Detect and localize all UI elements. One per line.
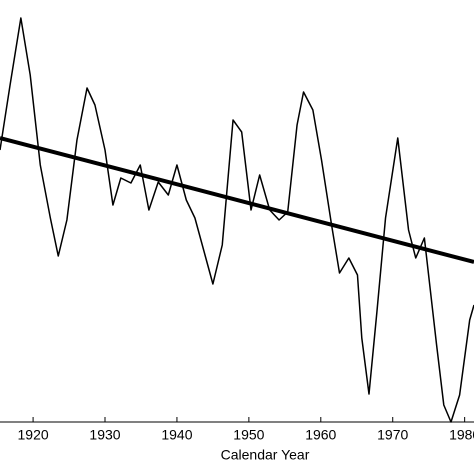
- x-tick-label: 1940: [161, 427, 192, 443]
- x-tick-label: 1960: [305, 427, 336, 443]
- trend-line: [0, 136, 474, 264]
- x-tick-label: 1930: [89, 427, 120, 443]
- x-tick-label: 1950: [233, 427, 264, 443]
- data-line: [0, 17, 474, 423]
- x-axis-label: Calendar Year: [221, 447, 310, 463]
- x-tick-label: 1980: [449, 427, 474, 443]
- x-tick-label: 1920: [18, 427, 49, 443]
- x-tick-label: 1970: [377, 427, 408, 443]
